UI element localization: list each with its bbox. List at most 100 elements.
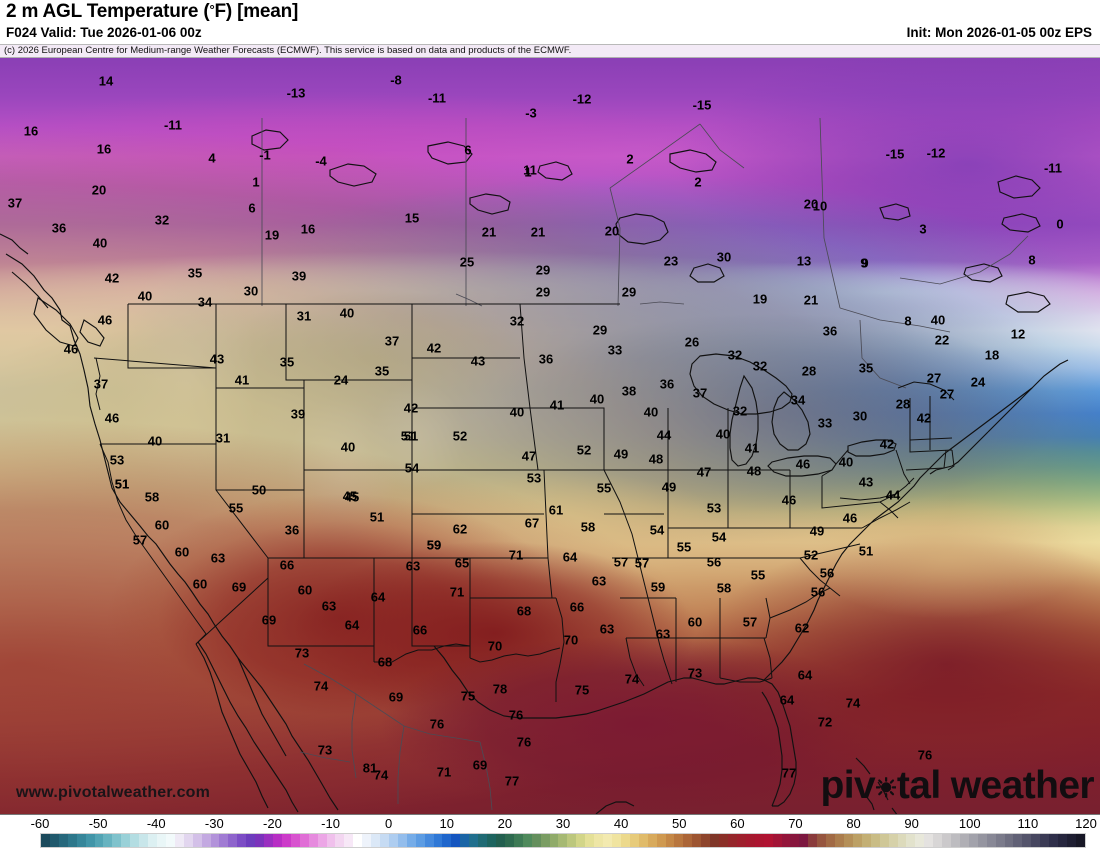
contour-label: -4 (315, 153, 327, 169)
colorbar-gradient[interactable] (40, 833, 1086, 848)
contour-label: 65 (454, 555, 470, 571)
contour-label: 68 (516, 603, 532, 619)
colorbar-swatch (1013, 834, 1023, 847)
contour-label: 74 (845, 695, 861, 711)
contour-label: 57 (613, 554, 629, 570)
contour-label: 20 (604, 223, 620, 239)
contour-label: 63 (405, 558, 421, 574)
colorbar-swatch (201, 834, 211, 847)
colorbar-swatch (156, 834, 166, 847)
colorbar-swatch (620, 834, 630, 847)
contour-label: 16 (23, 123, 39, 139)
contour-label: 71 (436, 764, 452, 780)
colorbar-swatch (1022, 834, 1032, 847)
contour-label: 29 (535, 262, 551, 278)
colorbar-swatch (380, 834, 389, 847)
colorbar-swatch (549, 834, 559, 847)
colorbar-swatch (674, 834, 684, 847)
contour-label: 74 (313, 678, 329, 694)
colorbar-tick-label: -30 (204, 816, 224, 831)
colorbar-swatch (763, 834, 773, 847)
colorbar-swatch (460, 834, 470, 847)
contour-label: 37 (7, 195, 23, 211)
contour-label: -13 (286, 85, 306, 101)
colorbar-swatch (727, 834, 737, 847)
colorbar-swatch (513, 834, 523, 847)
contour-label: 56 (819, 565, 835, 581)
contour-label: 60 (192, 576, 208, 592)
colorbar-swatch (603, 834, 612, 847)
contour-label: 36 (51, 220, 67, 236)
colorbar-swatch (433, 834, 443, 847)
contour-label: 46 (781, 492, 797, 508)
contour-label: 40 (589, 391, 605, 407)
colorbar-tick-label: 60 (730, 816, 745, 831)
colorbar-swatch (487, 834, 497, 847)
contour-label: 9 (861, 255, 869, 271)
contour-label: 42 (104, 270, 120, 286)
contour-label: 49 (661, 479, 677, 495)
contour-label: 35 (858, 360, 874, 376)
contour-label: 81 (362, 760, 378, 776)
colorbar-swatch (995, 834, 1005, 847)
colorbar-swatch (772, 834, 782, 847)
contour-label: 35 (374, 363, 390, 379)
contour-label: 36 (538, 351, 554, 367)
contour-label: 3 (919, 221, 927, 237)
pivotal-weather-logo: piv tal weather (820, 764, 1094, 808)
colorbar-swatch (362, 834, 372, 847)
contour-label: 63 (591, 573, 607, 589)
colorbar-swatch (1040, 834, 1050, 847)
contour-label: 23 (663, 253, 679, 269)
colorbar[interactable]: -60 -50 -40 -30 -20 -10 0 10 20 30 40 50 60 70 80 90 100… (0, 816, 1100, 850)
temperature-field-midatlantic-warm (0, 58, 1100, 814)
contour-label: 69 (472, 757, 488, 773)
colorbar-swatch (174, 834, 184, 847)
contour-label: 32 (732, 403, 748, 419)
colorbar-swatch (843, 834, 853, 847)
colorbar-swatch (183, 834, 193, 847)
contour-label: 28 (801, 363, 817, 379)
contour-label: 58 (144, 489, 160, 505)
colorbar-swatch (888, 834, 898, 847)
sun-icon (875, 776, 897, 798)
contour-label: 76 (429, 716, 445, 732)
contour-label: 31 (296, 308, 312, 324)
contour-label: -8 (390, 72, 402, 88)
colorbar-swatch (228, 834, 238, 847)
colorbar-tick-label: -60 (30, 816, 50, 831)
contour-label: -15 (885, 146, 905, 162)
colorbar-swatch (317, 834, 327, 847)
colorbar-swatch (281, 834, 291, 847)
colorbar-swatch (951, 834, 960, 847)
colorbar-swatch (567, 834, 577, 847)
colorbar-tick-label: 70 (788, 816, 803, 831)
contour-label: 40 (643, 404, 659, 420)
colorbar-swatch (121, 834, 131, 847)
colorbar-tick-label: 110 (1017, 816, 1039, 831)
colorbar-swatch (683, 834, 693, 847)
contour-label: 19 (264, 227, 280, 243)
map-canvas[interactable]: 16 14 16 -13 -11 4 -1 -4 20 1 6 37 36 32 19 16 40 42 40 46 3… (0, 58, 1100, 815)
colorbar-swatch (594, 834, 604, 847)
contour-label: 59 (650, 579, 666, 595)
colorbar-swatch (656, 834, 666, 847)
contour-label: 63 (321, 598, 337, 614)
contour-label: 64 (797, 667, 813, 683)
colorbar-swatch (915, 834, 925, 847)
colorbar-swatch (710, 834, 720, 847)
colorbar-swatch (790, 834, 800, 847)
colorbar-swatch (424, 834, 434, 847)
logo-text-pre: piv (820, 764, 876, 807)
contour-label: 1 (252, 174, 260, 190)
contour-label: 30 (716, 249, 732, 265)
contour-label: 75 (574, 682, 590, 698)
attribution-text: (c) 2026 European Centre for Medium-rang… (4, 45, 572, 56)
contour-label: 51 (858, 543, 874, 559)
contour-label: 30 (852, 408, 868, 424)
contour-label: 42 (879, 436, 895, 452)
state-borders (94, 304, 954, 810)
contour-label: 18 (984, 347, 1000, 363)
contour-label: 41 (234, 372, 250, 388)
contour-label: 69 (388, 689, 404, 705)
